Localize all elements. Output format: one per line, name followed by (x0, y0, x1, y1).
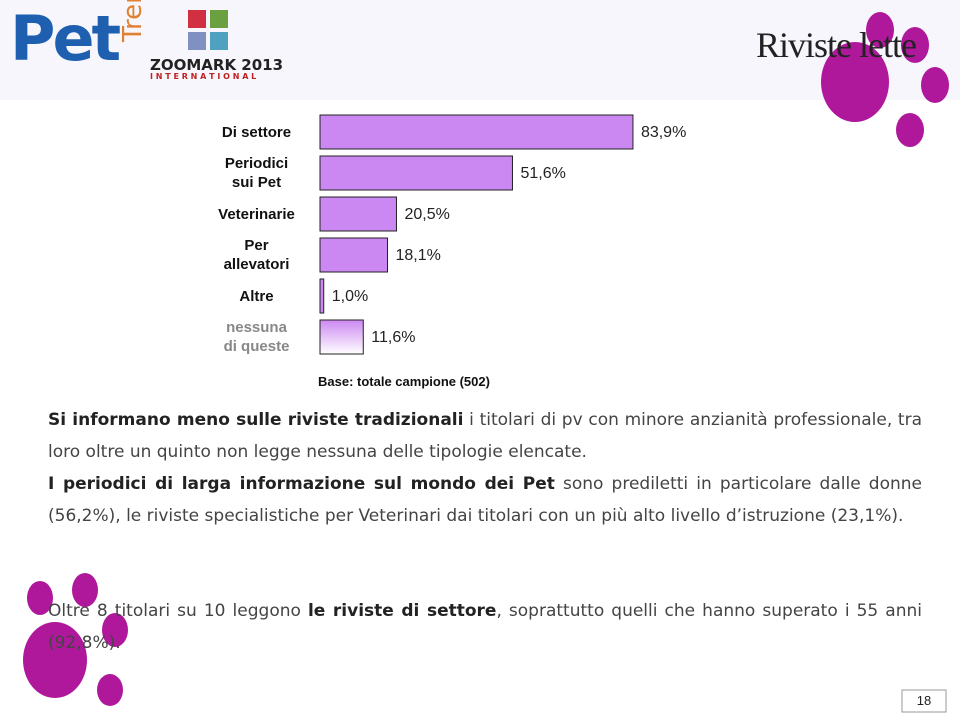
text: , soprattutto quelli che hanno superato … (48, 601, 922, 653)
value-label: 1,0% (331, 288, 369, 305)
bar (319, 155, 513, 191)
paragraph: Si informano meno sulle riviste tradizio… (48, 404, 922, 468)
category-label: Per allevatori (223, 237, 290, 273)
value-label: 83,9% (640, 124, 687, 141)
header-band (0, 0, 960, 100)
category-label: nessuna di queste (223, 319, 290, 355)
category-label: Altre (239, 287, 274, 305)
text-bold: Si informano meno sulle riviste tradizio… (48, 410, 464, 430)
bar (319, 278, 325, 314)
text-bold: I periodici di larga informazione sul mo… (48, 474, 555, 494)
fair-name: ZOOMARK 2013 (150, 56, 284, 74)
text: sono prediletti in particolare dalle don… (48, 474, 922, 526)
text: i titolari di pv con minore anzianità pr… (48, 410, 922, 462)
slide-title: Riviste lette (756, 25, 917, 65)
category-label: Di settore (221, 123, 292, 141)
value-label: 18,1% (395, 247, 441, 264)
paragraph: I periodici di larga informazione sul mo… (48, 468, 922, 532)
value-label: 51,6% (520, 165, 566, 182)
fair-sub: I N T E R N A T I O N A L (150, 72, 257, 81)
logo-main: Pet (10, 2, 121, 75)
category-label: Periodici sui Pet (224, 155, 289, 191)
value-label: 11,6% (371, 329, 416, 346)
zoomark-icons (188, 10, 228, 50)
bar (319, 319, 364, 355)
paw-top (821, 12, 949, 147)
page-number: 18 (916, 693, 932, 708)
text: Oltre 8 titolari su 10 leggono (48, 601, 308, 621)
bar (319, 237, 389, 273)
paw-bottom (23, 573, 128, 706)
text-bold: le riviste di settore (307, 601, 497, 621)
bar (319, 196, 397, 232)
chart-note: Base: totale campione (502) (318, 374, 490, 389)
bar (319, 114, 634, 150)
chart (319, 114, 634, 355)
category-label: Veterinarie (218, 205, 295, 223)
paragraph: Oltre 8 titolari su 10 leggono le rivist… (48, 595, 922, 659)
page-number-box (901, 689, 947, 713)
value-label: 20,5% (404, 206, 450, 223)
